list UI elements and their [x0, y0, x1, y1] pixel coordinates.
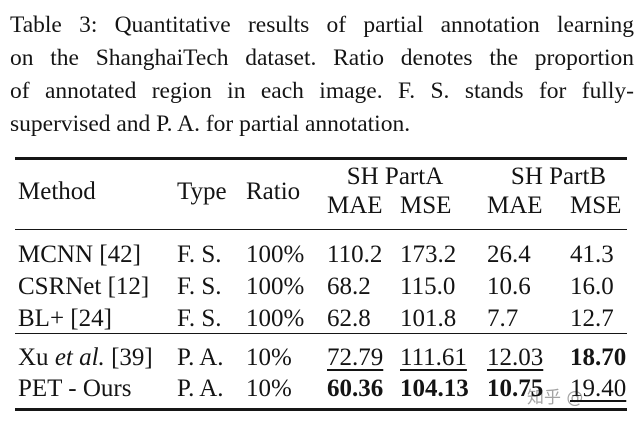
method-text: BL+ [24] [18, 305, 112, 332]
cell-method: MCNN [42] [18, 241, 141, 269]
cell-ratio: 100% [246, 305, 305, 332]
cell-partb-mse: 18.70 [570, 344, 627, 371]
caption-line: of annotated region in each image. F. S.… [10, 78, 634, 104]
table-header-groups: SH PartA SH PartB [15, 163, 627, 191]
cell-partb-mse: 12.7 [570, 305, 614, 332]
cell-method: BL+ [24] [18, 305, 112, 333]
cell-parta-mse: 173.2 [400, 241, 457, 268]
method-text: MCNN [42] [18, 241, 141, 268]
cell-partb-mae: 12.03 [487, 344, 544, 371]
table-row: CSRNet [12] F. S. 100% 68.2 115.0 10.6 1… [15, 273, 627, 301]
zhihu-watermark: 知乎 @ [527, 388, 584, 408]
caption-line: on the ShanghaiTech dataset. Ratio denot… [10, 45, 634, 71]
group-header-sh-parta: SH PartA [346, 163, 444, 190]
method-text: PET - Ours [18, 375, 132, 402]
cell-parta-mse: 111.61 [400, 344, 467, 371]
table-rule-header [15, 229, 627, 231]
cell-parta-mae: 68.2 [327, 273, 371, 300]
table-row: PET - Ours P. A. 10% 60.36 104.13 10.75 … [15, 375, 627, 403]
caption-line: Table 3: Quantitative results of partial… [10, 12, 634, 38]
column-header-partb-mse: MSE [570, 192, 622, 219]
column-header-parta-mae: MAE [327, 192, 383, 219]
cell-parta-mae: 60.36 [327, 375, 384, 402]
cell-partb-mae: 10.75 [487, 375, 544, 402]
cell-parta-mae: 62.8 [327, 305, 371, 332]
cell-ratio: 10% [246, 344, 292, 371]
cell-type: F. S. [177, 241, 222, 268]
cell-partb-mae: 26.4 [487, 241, 531, 268]
cell-parta-mae: 110.2 [327, 241, 383, 268]
column-header-type: Type [177, 178, 227, 205]
method-ref: [39] [104, 344, 153, 371]
cell-ratio: 100% [246, 241, 305, 268]
group-header-sh-partb: SH PartB [510, 163, 607, 190]
cell-method: PET - Ours [18, 375, 131, 403]
cell-method: Xu et al. [39] [18, 344, 153, 372]
cell-ratio: 100% [246, 273, 305, 300]
table-header-main: Method Type Ratio [15, 178, 627, 206]
column-header-partb-mae: MAE [487, 192, 543, 219]
table-caption: Table 3: Quantitative results of partial… [10, 9, 634, 141]
column-header-method: Method [18, 178, 96, 205]
cell-partb-mae: 7.7 [487, 305, 519, 332]
cell-type: P. A. [177, 375, 224, 402]
cell-ratio: 10% [246, 375, 292, 402]
cell-parta-mse: 115.0 [400, 273, 456, 300]
column-header-ratio: Ratio [246, 178, 301, 205]
caption-line: supervised and P. A. for partial annotat… [10, 111, 411, 137]
cell-partb-mse: 16.0 [570, 273, 614, 300]
table-rule-mid [15, 333, 627, 335]
cell-partb-mse: 41.3 [570, 241, 614, 268]
cell-parta-mse: 101.8 [400, 305, 457, 332]
table-row: BL+ [24] F. S. 100% 62.8 101.8 7.7 12.7 [15, 305, 627, 333]
method-text: Xu [18, 344, 55, 371]
method-italic: et al. [54, 344, 105, 371]
table-header-sub: MAE MSE MAE MSE [15, 192, 627, 220]
method-text: CSRNet [12] [18, 273, 150, 300]
cell-type: F. S. [177, 273, 222, 300]
cell-partb-mae: 10.6 [487, 273, 531, 300]
cell-parta-mse: 104.13 [400, 375, 469, 402]
column-header-parta-mse: MSE [400, 192, 452, 219]
cell-parta-mae: 72.79 [327, 344, 384, 371]
table-rule-top [15, 157, 627, 160]
cell-type: F. S. [177, 305, 222, 332]
cell-partb-mse: 19.40 [570, 375, 627, 402]
table-row: MCNN [42] F. S. 100% 110.2 173.2 26.4 41… [15, 241, 627, 269]
cell-method: CSRNet [12] [18, 273, 149, 301]
table-rule-bottom [15, 408, 627, 411]
table-row: Xu et al. [39] P. A. 10% 72.79 111.61 12… [15, 344, 627, 372]
cell-type: P. A. [177, 344, 224, 371]
